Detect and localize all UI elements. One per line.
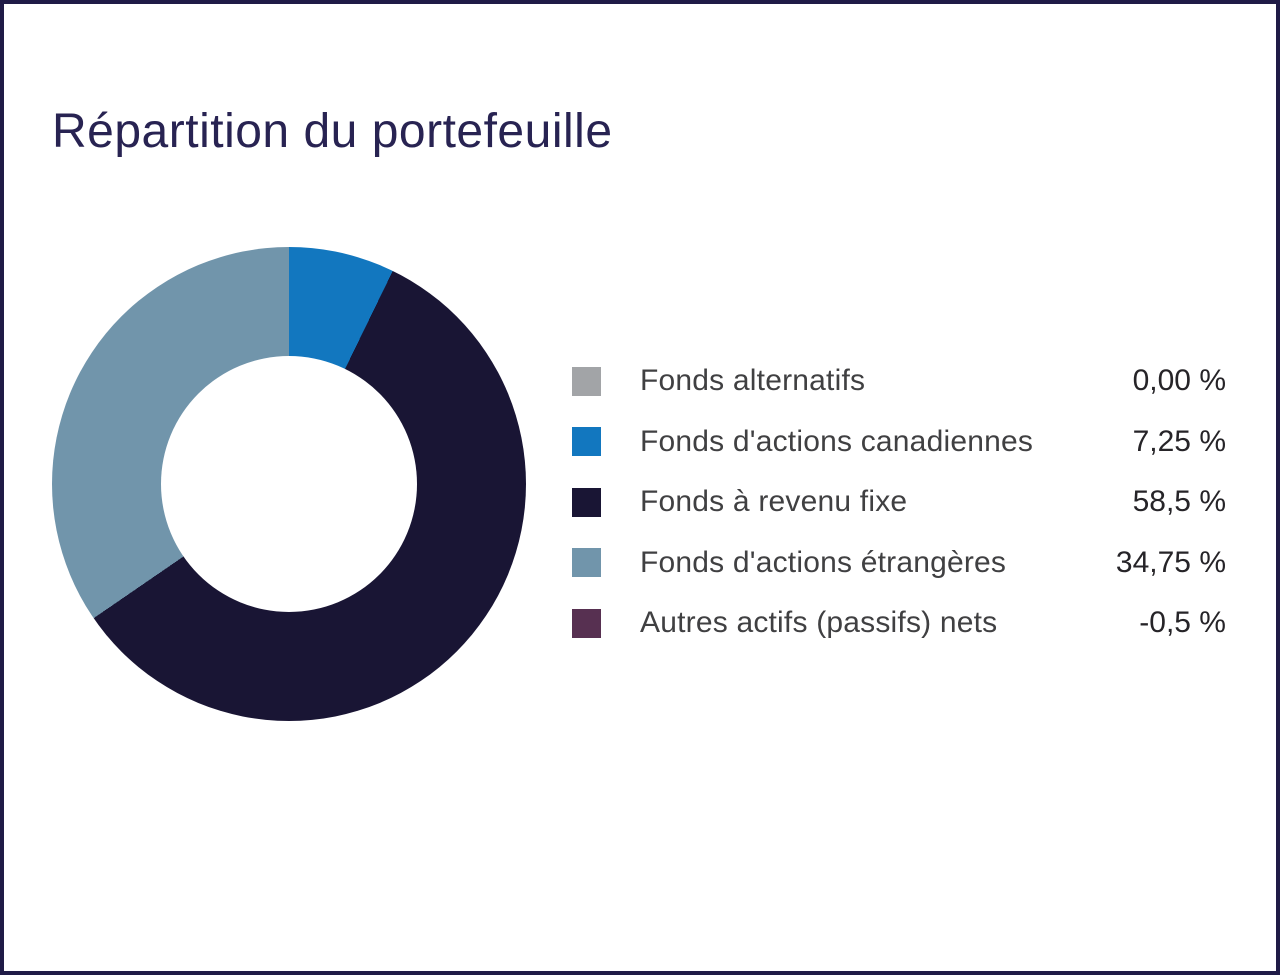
- chart-legend: Fonds alternatifs 0,00 % Fonds d'actions…: [572, 351, 1226, 654]
- legend-value: 58,5 %: [1132, 485, 1226, 519]
- legend-label: Fonds d'actions canadiennes: [640, 424, 1034, 458]
- legend-row-fonds-actions-canadiennes: Fonds d'actions canadiennes 7,25 %: [572, 412, 1226, 473]
- donut-hole: [161, 356, 417, 612]
- portfolio-donut-chart: [52, 247, 526, 721]
- legend-label: Fonds à revenu fixe: [640, 485, 908, 519]
- legend-value: -0,5 %: [1139, 606, 1226, 640]
- page-title: Répartition du portefeuille: [52, 105, 613, 158]
- legend-swatch-navy: [572, 487, 601, 517]
- legend-swatch-plum: [572, 608, 601, 638]
- legend-label: Fonds alternatifs: [640, 364, 866, 398]
- legend-label: Fonds d'actions étrangères: [640, 545, 1007, 579]
- legend-row-fonds-actions-etrangeres: Fonds d'actions étrangères 34,75 %: [572, 533, 1226, 594]
- legend-label: Autres actifs (passifs) nets: [640, 606, 998, 640]
- legend-row-autres-actifs: Autres actifs (passifs) nets -0,5 %: [572, 593, 1226, 654]
- legend-row-fonds-alternatifs: Fonds alternatifs 0,00 %: [572, 351, 1226, 412]
- legend-value: 7,25 %: [1132, 424, 1226, 458]
- legend-swatch-gray: [572, 366, 601, 396]
- legend-row-fonds-revenu-fixe: Fonds à revenu fixe 58,5 %: [572, 472, 1226, 533]
- legend-value: 0,00 %: [1132, 364, 1226, 398]
- legend-swatch-blue: [572, 427, 601, 457]
- legend-value: 34,75 %: [1115, 545, 1226, 579]
- legend-swatch-slate: [572, 548, 601, 578]
